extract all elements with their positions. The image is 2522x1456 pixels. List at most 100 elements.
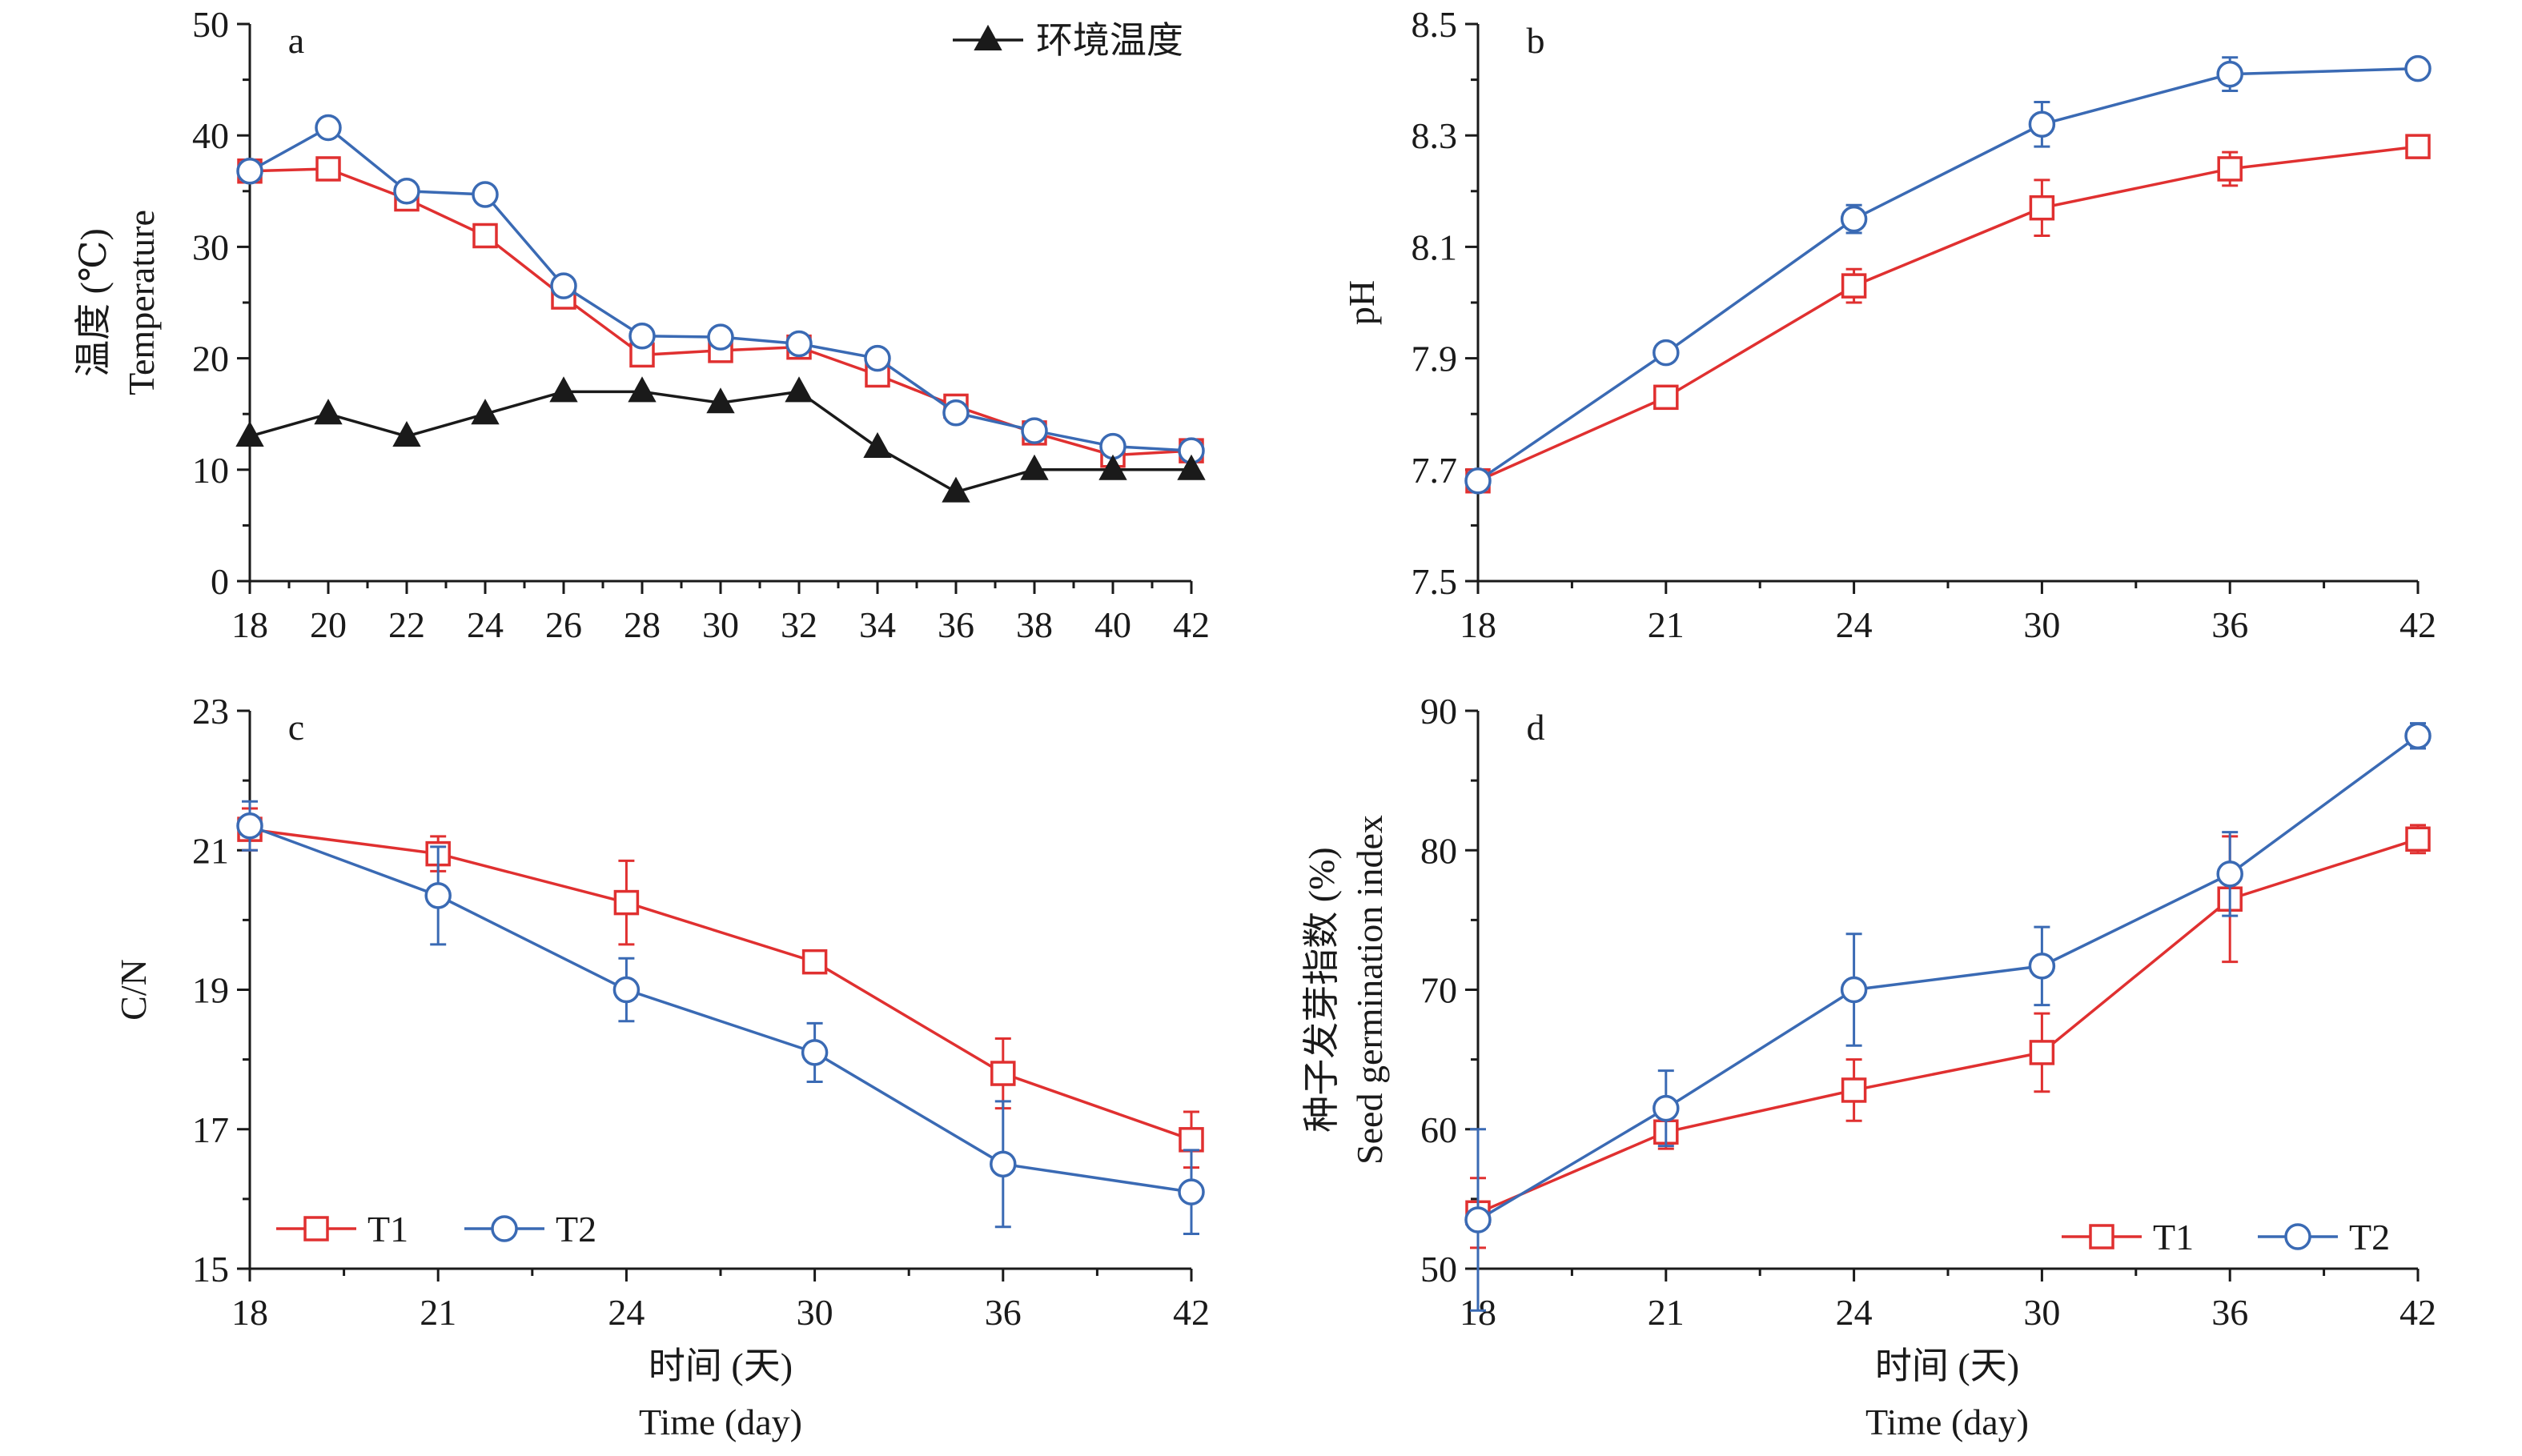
series-t1	[237, 156, 1204, 468]
data-point-ambient	[1177, 454, 1206, 480]
data-point-t1	[2405, 826, 2431, 852]
x-tick-label: 42	[1173, 1292, 1210, 1333]
y-tick-label: 15	[192, 1249, 229, 1290]
data-point-t2	[990, 1150, 1017, 1178]
series-t2	[1464, 722, 2432, 1312]
panel-letter: b	[1527, 20, 1545, 61]
x-tick-label: 38	[1016, 604, 1053, 645]
data-point-t2	[2216, 60, 2243, 88]
data-point-t1	[990, 1061, 1016, 1086]
series-ambient	[235, 376, 1206, 503]
y-axis-label-en: Temperature	[121, 210, 162, 395]
series-t2	[236, 114, 1205, 464]
x-tick-label: 24	[1836, 1292, 1873, 1333]
data-point-t2	[2216, 860, 2243, 888]
x-tick-label: 30	[2023, 1292, 2060, 1333]
data-point-ambient	[942, 476, 970, 503]
data-point-t2	[1653, 339, 1680, 367]
y-tick-label: 30	[192, 227, 229, 267]
x-tick-label: 24	[1836, 604, 1873, 645]
x-tick-label: 28	[624, 604, 661, 645]
series-line-t1	[1477, 145, 2419, 483]
x-tick-label: 42	[2400, 604, 2436, 645]
data-point-t2	[942, 399, 970, 427]
data-point-t2	[2028, 110, 2056, 138]
data-point-ambient	[235, 420, 264, 447]
panel-letter: d	[1527, 707, 1545, 748]
data-point-ambient	[1020, 454, 1049, 480]
data-point-t2	[1464, 467, 1492, 495]
panel-letter: c	[288, 707, 304, 748]
legend-label-t2: T2	[556, 1209, 596, 1249]
y-tick-label: 23	[192, 691, 229, 732]
legend-marker-t1	[2089, 1224, 2114, 1249]
series-line-t2	[1477, 66, 2419, 483]
legend: 环境温度	[953, 20, 1183, 61]
series-line-t2	[249, 824, 1192, 1193]
x-tick-label: 42	[1173, 604, 1210, 645]
chart-panel-b: 7.5 7.7 7.9 8.1 8.3 8.5 18 21 24 30 36 42 b pH	[1341, 4, 2436, 645]
data-point-t2	[472, 181, 499, 208]
data-point-t2	[801, 1039, 829, 1066]
y-tick-label: 21	[192, 830, 229, 871]
series-line-t2	[1477, 734, 2420, 1221]
y-tick-label: 0	[211, 561, 229, 602]
x-tick-label: 21	[1648, 1292, 1685, 1333]
data-point-t1	[1841, 273, 1867, 299]
y-tick-label: 70	[1420, 970, 1457, 1011]
data-point-t2	[236, 157, 263, 185]
x-tick-label: 21	[1648, 604, 1685, 645]
x-tick-label: 36	[938, 604, 974, 645]
legend-marker-ambient	[974, 24, 1002, 50]
y-tick-label: 50	[192, 4, 229, 45]
y-tick-label: 60	[1420, 1109, 1457, 1150]
chart-panel-a: 0 10 20 30 40 50 18 20 22 24 26 28 30 32 34 36 38 40 42 a 温度…	[73, 4, 1210, 645]
data-point-t1	[1179, 1127, 1204, 1153]
series-t2	[236, 800, 1205, 1235]
x-tick-label: 36	[985, 1292, 1022, 1333]
x-tick-label: 30	[702, 604, 739, 645]
data-point-t2	[628, 323, 656, 350]
data-point-t2	[424, 882, 452, 909]
data-point-t2	[612, 976, 641, 1004]
data-point-t1	[2405, 134, 2431, 159]
y-tick-label: 10	[192, 450, 229, 491]
legend: T1 T2	[276, 1209, 596, 1249]
legend-marker-t1	[303, 1216, 329, 1241]
y-tick-label: 8.1	[1412, 227, 1458, 267]
data-point-t1	[315, 156, 341, 182]
y-tick-label: 7.7	[1412, 450, 1458, 491]
y-axis-label-cn: 种子发芽指数 (%)	[1301, 847, 1342, 1132]
x-tick-label: 24	[608, 1292, 645, 1333]
x-tick-label: 36	[2211, 1292, 2248, 1333]
data-point-t2	[1840, 976, 1868, 1004]
x-axis-label-en-left: Time (day)	[639, 1402, 802, 1442]
y-tick-label: 7.9	[1412, 339, 1458, 379]
legend-label-ambient: 环境温度	[1036, 20, 1183, 61]
x-tick-label: 30	[2023, 604, 2060, 645]
y-tick-label: 8.3	[1412, 115, 1458, 156]
x-tick-label: 34	[859, 604, 896, 645]
data-point-t1	[1841, 1077, 1867, 1103]
y-axis-label-cn: 温度 (℃)	[73, 228, 114, 377]
x-tick-label: 22	[388, 604, 425, 645]
data-point-ambient	[314, 399, 343, 425]
panel-letter: a	[288, 20, 304, 61]
data-point-t2	[393, 178, 420, 205]
x-tick-label: 18	[231, 1292, 268, 1333]
x-axis-label-en-right: Time (day)	[1865, 1402, 2029, 1442]
data-point-ambient	[863, 431, 892, 458]
x-tick-label: 21	[420, 1292, 456, 1333]
legend-label-t1: T1	[2153, 1217, 2194, 1257]
data-point-t2	[1653, 1094, 1680, 1122]
series-line-t1	[249, 828, 1192, 1141]
legend-label-t2: T2	[2349, 1217, 2390, 1257]
x-tick-label: 30	[797, 1292, 833, 1333]
data-point-t2	[785, 330, 813, 358]
y-axis-label: pH	[1341, 280, 1382, 325]
data-point-t2	[236, 812, 263, 840]
data-point-t2	[550, 272, 577, 299]
x-tick-label: 18	[231, 604, 268, 645]
